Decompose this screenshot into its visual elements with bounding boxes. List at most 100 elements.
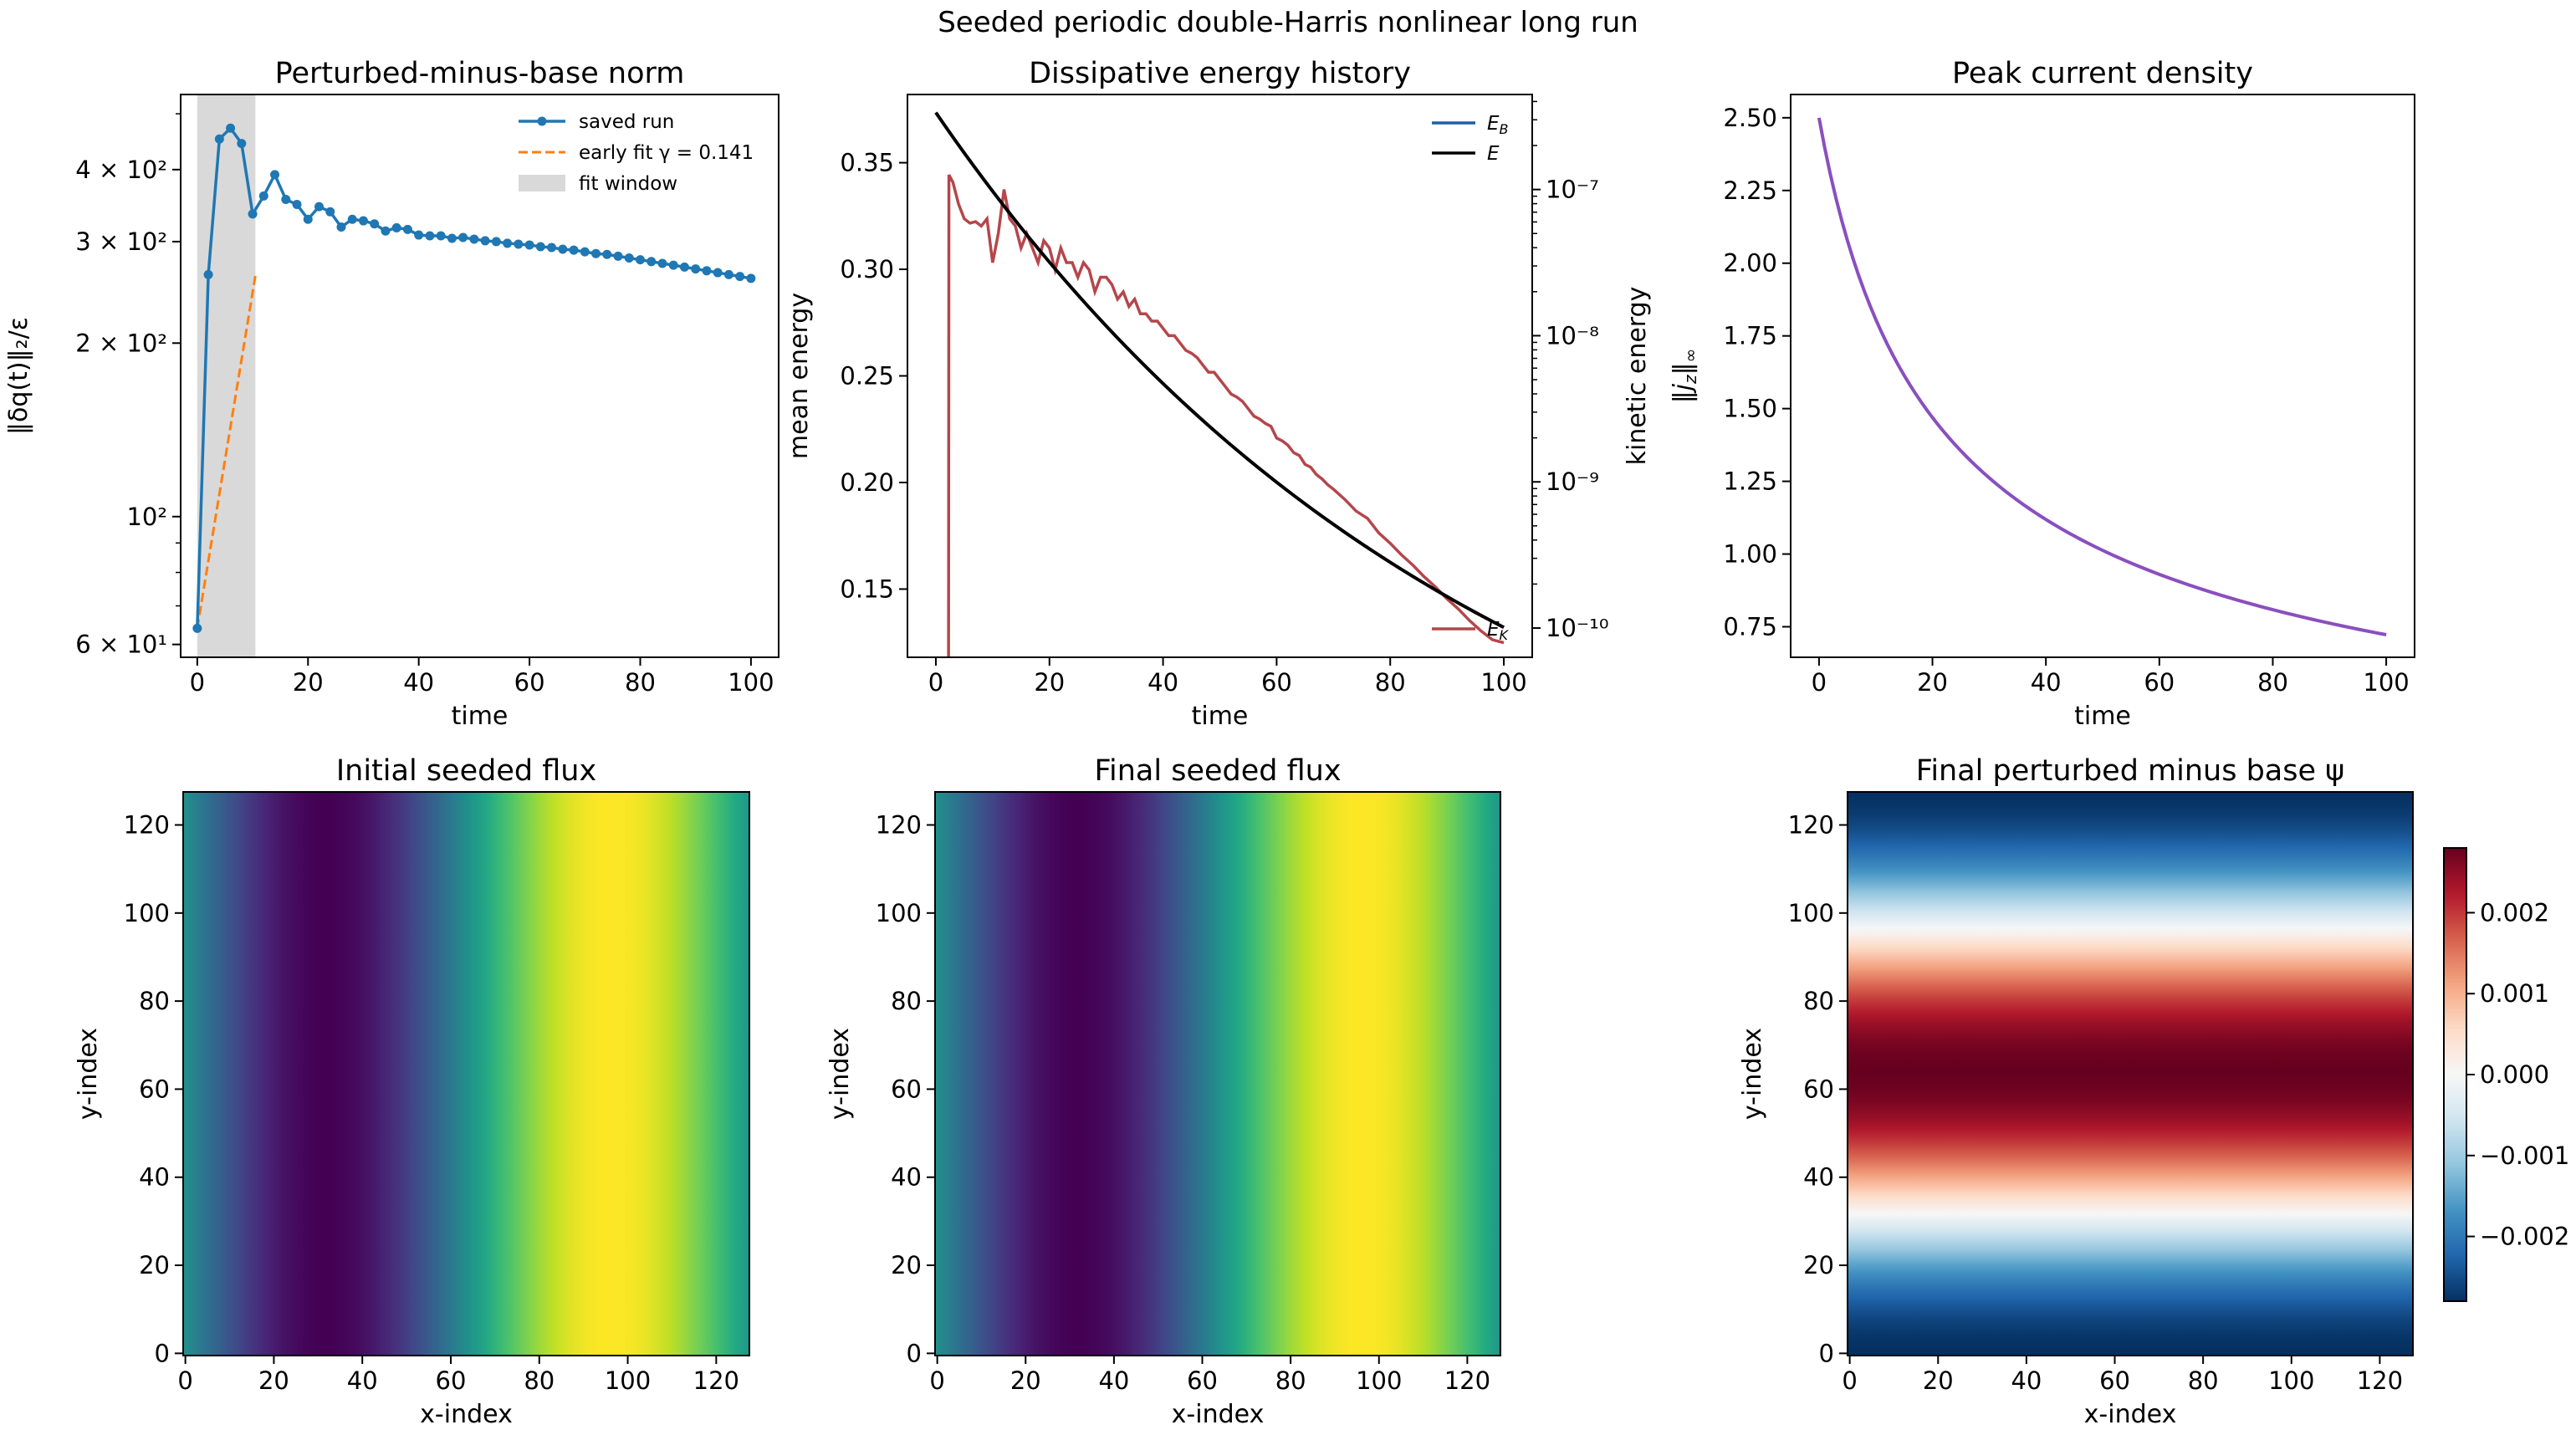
y-tick-label: 40 [891, 1163, 922, 1192]
data-point [713, 268, 723, 278]
x-tick-label: 20 [1010, 1366, 1041, 1395]
data-point [558, 244, 568, 254]
y-tick-label-right: 10⁻⁹ [1546, 467, 1599, 496]
y-tick-label: 6 × 10¹ [75, 631, 167, 659]
data-point [336, 222, 346, 232]
legend-swatch-fit-window [519, 175, 565, 192]
colorbar-tick-label: 0.001 [2480, 979, 2549, 1008]
data-point [746, 273, 756, 283]
data-point [668, 260, 678, 270]
data-point [347, 214, 357, 224]
y-tick-label: 1.25 [1723, 467, 1777, 496]
data-point [535, 242, 545, 252]
x-tick-label: 60 [514, 668, 545, 697]
data-point [635, 255, 645, 265]
chart-flux_initial: 0 20 40 60 80 100 120 0 20 40 60 80 100 120 Initial se… [74, 754, 750, 1429]
x-axis-label: x-index [2084, 1400, 2177, 1429]
y-axis-label: y-index [74, 1028, 103, 1120]
legend-label-early-fit: early fit γ = 0.141 [579, 142, 754, 164]
x-tick-label: 0 [929, 1366, 944, 1395]
data-point [480, 236, 490, 246]
y-tick-label: 40 [139, 1163, 170, 1192]
y-tick-label: 20 [1803, 1251, 1834, 1279]
axes-frame [182, 791, 750, 1356]
data-point [458, 232, 468, 243]
chart-title: Final perturbed minus base ψ [1916, 754, 2345, 788]
data-point [281, 195, 291, 205]
x-tick-label: 120 [693, 1366, 739, 1395]
y-tick-label: 3 × 10² [75, 227, 167, 256]
x-axis-label: x-index [1172, 1400, 1265, 1429]
legend: saved run early fit γ = 0.141 fit window [519, 111, 754, 195]
data-point [192, 623, 202, 633]
y-tick-label: 1.50 [1723, 395, 1777, 423]
x-tick-label: 0 [928, 668, 943, 697]
x-tick-label: 60 [1187, 1366, 1218, 1395]
chart-title: Final seeded flux [1094, 754, 1341, 788]
y-tick-label: 120 [124, 810, 170, 839]
y-tick-label-right: 10⁻⁷ [1546, 176, 1599, 204]
legend-label-saved-run: saved run [579, 111, 674, 133]
series-magnetic-energy [934, 111, 1505, 629]
data-point [402, 224, 412, 234]
data-point [647, 257, 657, 267]
series-peak-current [1817, 117, 2387, 636]
y-axis-label: mean energy [785, 293, 814, 459]
data-point [237, 139, 247, 149]
y-tick-label: 0.15 [840, 575, 894, 603]
y-tick-label: 100 [124, 899, 170, 927]
legend-label: EK [1487, 619, 1510, 643]
x-tick-label: 0 [1842, 1366, 1857, 1395]
data-point [325, 207, 335, 217]
x-axis-label: time [2074, 702, 2131, 731]
x-tick-label: 20 [293, 668, 324, 697]
data-point [524, 240, 534, 250]
data-point [381, 226, 391, 236]
y-axis-label: ‖jz‖∞ [1669, 349, 1700, 404]
y-tick-label: 0.75 [1723, 612, 1777, 641]
data-point [514, 239, 524, 249]
data-point [723, 269, 733, 279]
x-tick-label: 40 [1098, 1366, 1129, 1395]
x-tick-label: 100 [2363, 668, 2409, 697]
data-point [624, 253, 634, 263]
data-point [303, 214, 313, 224]
y-tick-label: 80 [1803, 987, 1834, 1015]
data-point [735, 272, 745, 282]
y-tick-label: 1.75 [1723, 322, 1777, 350]
data-point [657, 258, 667, 268]
x-tick-label: 120 [1444, 1366, 1490, 1395]
x-tick-label: 80 [2257, 668, 2288, 697]
chart-norm: 0 20 40 60 80 100 6 × 10¹ 10² 2 × 10² 3 × 10² 4 × … [4, 57, 779, 731]
chart-flux_final: 0 20 40 60 80 100 120 0 20 40 60 80 100 120 Final seed… [825, 754, 1501, 1429]
chart-energy: 0 20 40 60 80 100 0.15 0.20 0.25 0.30 0.35 10⁻¹⁰ 10⁻… [785, 57, 1652, 731]
data-point [591, 248, 601, 258]
y-tick-label: 2 × 10² [75, 329, 167, 357]
x-tick-label: 120 [2357, 1366, 2403, 1395]
figure-suptitle: Seeded periodic double-Harris nonlinear … [938, 6, 1638, 39]
x-tick-label: 100 [1480, 668, 1526, 697]
y-tick-label: 2.00 [1723, 249, 1777, 278]
colorbar-tick-label: 0.002 [2480, 898, 2549, 927]
y-tick-label: 2.25 [1723, 176, 1777, 205]
x-axis-label: time [452, 702, 509, 731]
x-tick-label: 0 [177, 1366, 192, 1395]
legend-label: E [1487, 143, 1500, 165]
series-total-energy [934, 111, 1505, 630]
data-point [602, 249, 612, 259]
axes-frame [1847, 791, 2414, 1356]
data-point [248, 209, 258, 219]
colorbar [2444, 848, 2466, 1301]
x-tick-label: 80 [625, 668, 656, 697]
x-tick-label: 80 [1275, 1366, 1306, 1395]
data-point [569, 245, 579, 255]
chart-title: Peak current density [1952, 57, 2253, 90]
colorbar-tick-label: −0.002 [2480, 1223, 2569, 1251]
data-point [270, 170, 280, 180]
x-tick-label: 20 [1034, 668, 1065, 697]
y-tick-label: 0.25 [840, 362, 894, 391]
y-tick-label: 120 [1788, 810, 1834, 839]
data-point [414, 230, 424, 240]
data-point [702, 266, 712, 276]
x-tick-label: 100 [1356, 1366, 1402, 1395]
